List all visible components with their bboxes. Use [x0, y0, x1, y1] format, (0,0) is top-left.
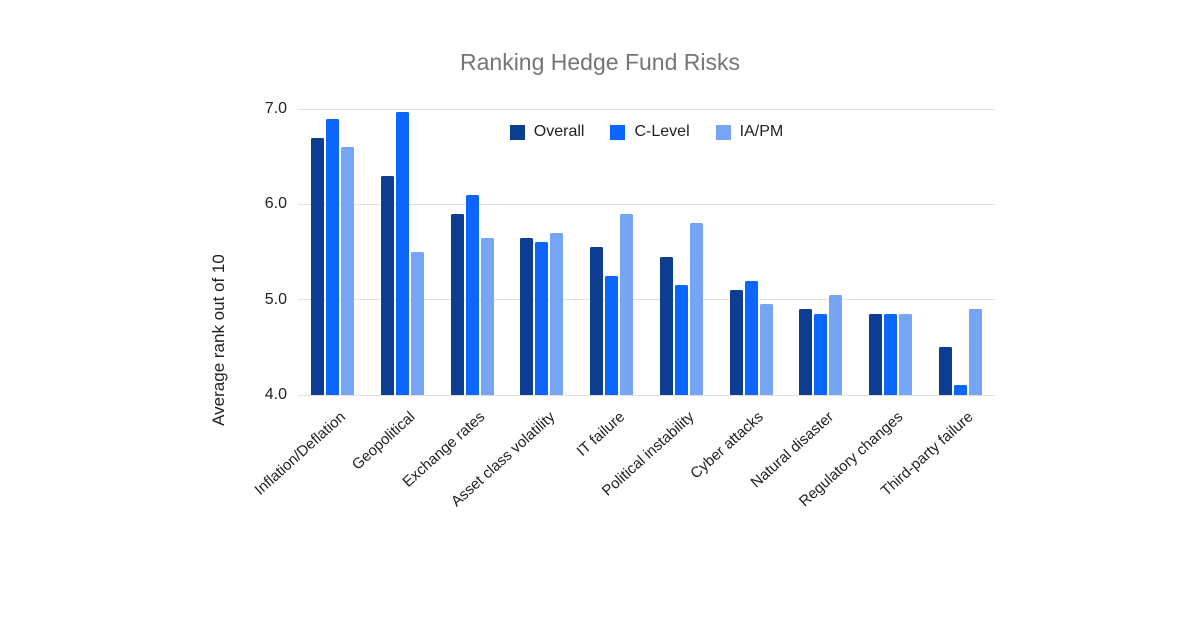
bar-group — [437, 109, 507, 395]
bar-group — [856, 109, 926, 395]
bar-group — [577, 109, 647, 395]
bar-c-level[interactable] — [814, 313, 828, 395]
bar-c-level[interactable] — [535, 242, 549, 395]
bar-c-level[interactable] — [953, 385, 967, 395]
bar-group — [647, 109, 717, 395]
bar-c-level[interactable] — [883, 313, 897, 395]
legend-swatch — [610, 124, 626, 140]
bar-overall[interactable] — [311, 137, 325, 395]
gridline — [298, 299, 995, 301]
bar-c-level[interactable] — [396, 111, 410, 395]
bar-ia-pm[interactable] — [898, 313, 912, 395]
legend-swatch — [509, 124, 525, 140]
gridline — [298, 394, 995, 396]
bar-group — [786, 109, 856, 395]
bar-ia-pm[interactable] — [620, 213, 634, 395]
bar-c-level[interactable] — [465, 194, 479, 395]
bar-c-level[interactable] — [605, 275, 619, 395]
bar-group — [507, 109, 577, 395]
bar-overall[interactable] — [590, 247, 604, 395]
bar-group — [368, 109, 438, 395]
bar-ia-pm[interactable] — [480, 237, 494, 395]
bar-ia-pm[interactable] — [341, 147, 355, 395]
bar-overall[interactable] — [450, 213, 464, 395]
legend-item-c-level[interactable]: C-Level — [610, 123, 690, 141]
y-tick-label: 7.0 — [264, 100, 287, 117]
y-tick-label: 4.0 — [264, 386, 287, 403]
bar-group — [925, 109, 995, 395]
y-tick-label: 6.0 — [264, 195, 287, 213]
bar-ia-pm[interactable] — [829, 294, 843, 395]
x-axis-label: IT failure — [573, 408, 628, 460]
bar-ia-pm[interactable] — [411, 252, 425, 395]
legend-item-overall[interactable]: Overall — [509, 123, 585, 141]
legend: Overall C-Level IA/PM — [298, 123, 995, 141]
legend-swatch — [715, 124, 731, 140]
x-axis-label: Geopolitical — [348, 408, 419, 474]
chart-title: Ranking Hedge Fund Risks — [460, 49, 740, 75]
gridline — [298, 203, 995, 205]
bar-overall[interactable] — [520, 237, 534, 395]
bar-overall[interactable] — [938, 347, 952, 395]
bar-group — [716, 109, 786, 395]
legend-label: Overall — [533, 123, 585, 140]
x-axis-label: Inflation/Deflation — [251, 408, 349, 499]
y-tick-label: 5.0 — [264, 290, 287, 308]
bar-ia-pm[interactable] — [550, 232, 564, 395]
bar-group — [298, 109, 368, 395]
bar-overall[interactable] — [659, 256, 673, 395]
bar-ia-pm[interactable] — [689, 223, 703, 395]
bar-overall[interactable] — [799, 309, 813, 395]
bar-overall[interactable] — [729, 290, 743, 395]
bar-overall[interactable] — [868, 313, 882, 395]
bar-c-level[interactable] — [744, 280, 758, 395]
y-axis-title: Average rank out of 10 — [209, 254, 228, 426]
legend-item-ia-pm[interactable]: IA/PM — [715, 123, 784, 141]
gridline — [298, 108, 995, 110]
bar-c-level[interactable] — [674, 285, 688, 395]
legend-label: IA/PM — [739, 123, 784, 140]
legend-label: C-Level — [634, 123, 690, 140]
bar-overall[interactable] — [381, 175, 395, 395]
bar-ia-pm[interactable] — [759, 304, 773, 395]
bar-ia-pm[interactable] — [968, 309, 982, 395]
bar-c-level[interactable] — [326, 118, 340, 395]
